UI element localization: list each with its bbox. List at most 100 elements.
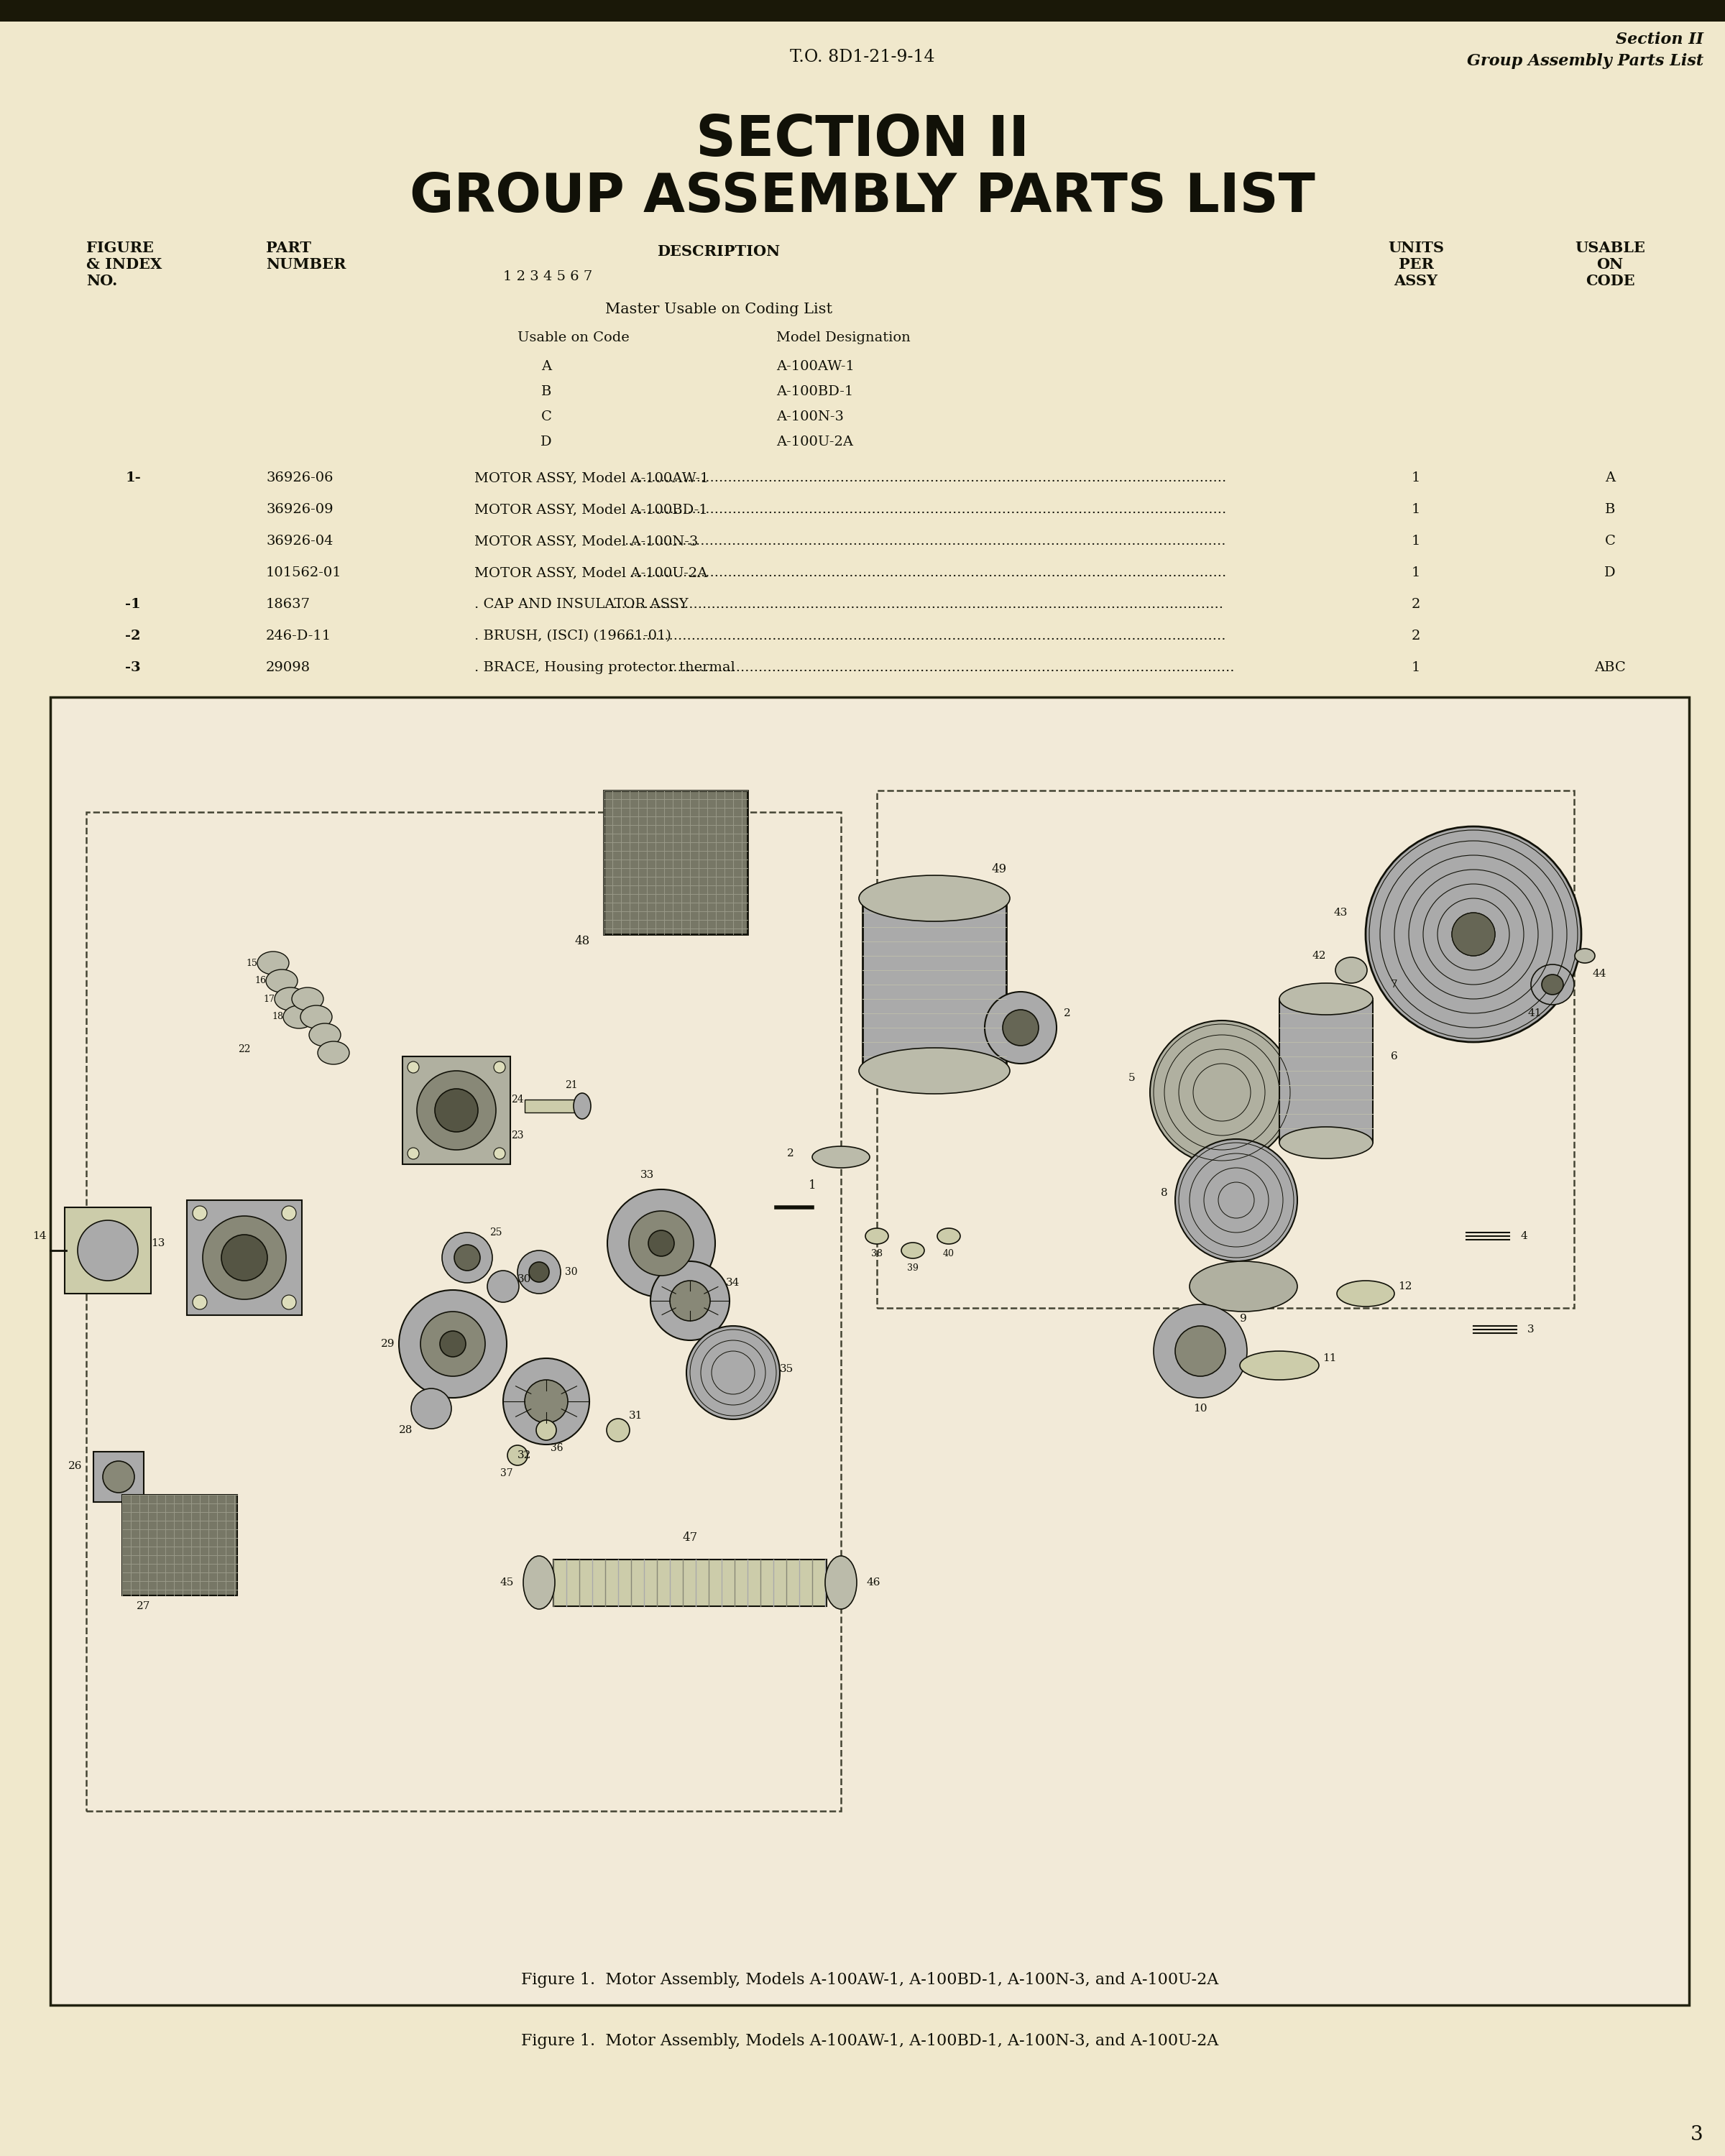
Text: 4: 4	[1520, 1231, 1527, 1242]
Text: 26: 26	[69, 1462, 83, 1470]
Text: USABLE: USABLE	[1575, 241, 1646, 254]
Text: Usable on Code: Usable on Code	[518, 332, 630, 345]
Text: 5: 5	[1128, 1074, 1135, 1082]
Text: 34: 34	[726, 1279, 740, 1287]
Text: 31: 31	[630, 1410, 643, 1421]
Text: C: C	[542, 410, 552, 423]
Ellipse shape	[1542, 975, 1563, 994]
Text: 1-: 1-	[126, 472, 141, 485]
Ellipse shape	[193, 1205, 207, 1220]
Bar	[186, 1201, 302, 1315]
Text: ................................................................................: ........................................…	[630, 472, 1226, 485]
Bar	[876, 791, 1575, 1309]
Text: 9: 9	[1240, 1313, 1247, 1324]
Text: GROUP ASSEMBLY PARTS LIST: GROUP ASSEMBLY PARTS LIST	[411, 172, 1314, 224]
Ellipse shape	[985, 992, 1056, 1063]
Ellipse shape	[292, 987, 324, 1011]
Text: 36926-04: 36926-04	[266, 535, 333, 548]
Ellipse shape	[1532, 964, 1575, 1005]
Ellipse shape	[504, 1358, 590, 1445]
Text: 1 2 3 4 5 6 7: 1 2 3 4 5 6 7	[504, 270, 592, 282]
Ellipse shape	[283, 1005, 316, 1028]
Bar	[1280, 998, 1373, 1143]
Ellipse shape	[859, 1048, 1009, 1093]
Ellipse shape	[435, 1089, 478, 1132]
Text: 8: 8	[1161, 1188, 1168, 1199]
Text: 1: 1	[809, 1179, 816, 1192]
Ellipse shape	[669, 1281, 711, 1322]
Text: 36926-06: 36926-06	[266, 472, 333, 485]
Text: 11: 11	[1323, 1354, 1337, 1363]
Text: CODE: CODE	[1585, 274, 1635, 289]
Text: 35: 35	[780, 1365, 794, 1373]
Text: -1: -1	[126, 597, 141, 610]
Ellipse shape	[407, 1147, 419, 1160]
Ellipse shape	[507, 1445, 528, 1466]
Text: 13: 13	[152, 1238, 166, 1248]
Bar	[524, 1100, 583, 1112]
Ellipse shape	[204, 1216, 286, 1300]
Text: ................................................................................: ........................................…	[624, 535, 1226, 548]
Ellipse shape	[281, 1205, 297, 1220]
Ellipse shape	[281, 1296, 297, 1309]
Bar	[93, 1451, 143, 1503]
Ellipse shape	[1575, 949, 1596, 964]
Ellipse shape	[649, 1231, 674, 1257]
Text: . BRACE, Housing protector thermal: . BRACE, Housing protector thermal	[474, 662, 735, 675]
Text: A: A	[1604, 472, 1615, 485]
Text: 12: 12	[1399, 1281, 1413, 1291]
Text: -3: -3	[126, 662, 141, 675]
Text: 29098: 29098	[266, 662, 310, 675]
Text: 47: 47	[683, 1531, 697, 1544]
Ellipse shape	[411, 1388, 452, 1429]
Bar	[122, 1494, 238, 1595]
Text: A: A	[542, 360, 552, 373]
Text: D: D	[1604, 567, 1616, 580]
Text: A-100N-3: A-100N-3	[776, 410, 844, 423]
Ellipse shape	[1280, 983, 1373, 1015]
Text: 38: 38	[871, 1250, 883, 1259]
Ellipse shape	[1240, 1352, 1320, 1380]
Text: NO.: NO.	[86, 274, 117, 289]
Text: A-100AW-1: A-100AW-1	[776, 360, 854, 373]
Text: 30: 30	[518, 1274, 531, 1285]
Text: 48: 48	[574, 936, 590, 949]
Ellipse shape	[309, 1024, 342, 1046]
Text: A-100BD-1: A-100BD-1	[776, 386, 854, 399]
Text: 15: 15	[247, 957, 257, 968]
Text: T.O. 8D1-21-9-14: T.O. 8D1-21-9-14	[790, 50, 935, 67]
Text: 30: 30	[566, 1268, 578, 1276]
Text: MOTOR ASSY, Model A-100BD-1: MOTOR ASSY, Model A-100BD-1	[474, 502, 707, 515]
Ellipse shape	[902, 1242, 925, 1259]
Text: MOTOR ASSY, Model A-100AW-1: MOTOR ASSY, Model A-100AW-1	[474, 472, 709, 485]
Ellipse shape	[630, 1212, 693, 1276]
Ellipse shape	[1175, 1138, 1297, 1261]
Text: & INDEX: & INDEX	[86, 257, 162, 272]
Text: 14: 14	[33, 1231, 47, 1242]
Ellipse shape	[78, 1220, 138, 1281]
Text: ................................................................................: ........................................…	[630, 567, 1226, 580]
Text: ON: ON	[1597, 257, 1623, 272]
Ellipse shape	[417, 1072, 497, 1149]
Text: ................................................................................: ........................................…	[630, 502, 1226, 515]
Text: 1: 1	[1411, 472, 1420, 485]
Ellipse shape	[442, 1233, 492, 1283]
Text: 46: 46	[866, 1578, 880, 1587]
Bar	[66, 1207, 152, 1294]
Bar	[402, 1056, 511, 1164]
Text: Model Designation: Model Designation	[776, 332, 911, 345]
Bar	[0, 0, 1725, 22]
Text: 42: 42	[1313, 951, 1327, 962]
Ellipse shape	[607, 1419, 630, 1442]
Text: 25: 25	[490, 1227, 502, 1238]
Text: 41: 41	[1528, 1009, 1542, 1018]
Text: 22: 22	[238, 1044, 250, 1054]
Text: 6: 6	[1390, 1052, 1397, 1061]
Text: ASSY: ASSY	[1394, 274, 1439, 289]
Text: SECTION II: SECTION II	[695, 112, 1030, 168]
Text: ................................................................................: ........................................…	[612, 597, 1223, 610]
Text: 18637: 18637	[266, 597, 310, 610]
Text: 44: 44	[1592, 968, 1606, 979]
Text: PART: PART	[266, 241, 310, 254]
Text: UNITS: UNITS	[1389, 241, 1444, 254]
